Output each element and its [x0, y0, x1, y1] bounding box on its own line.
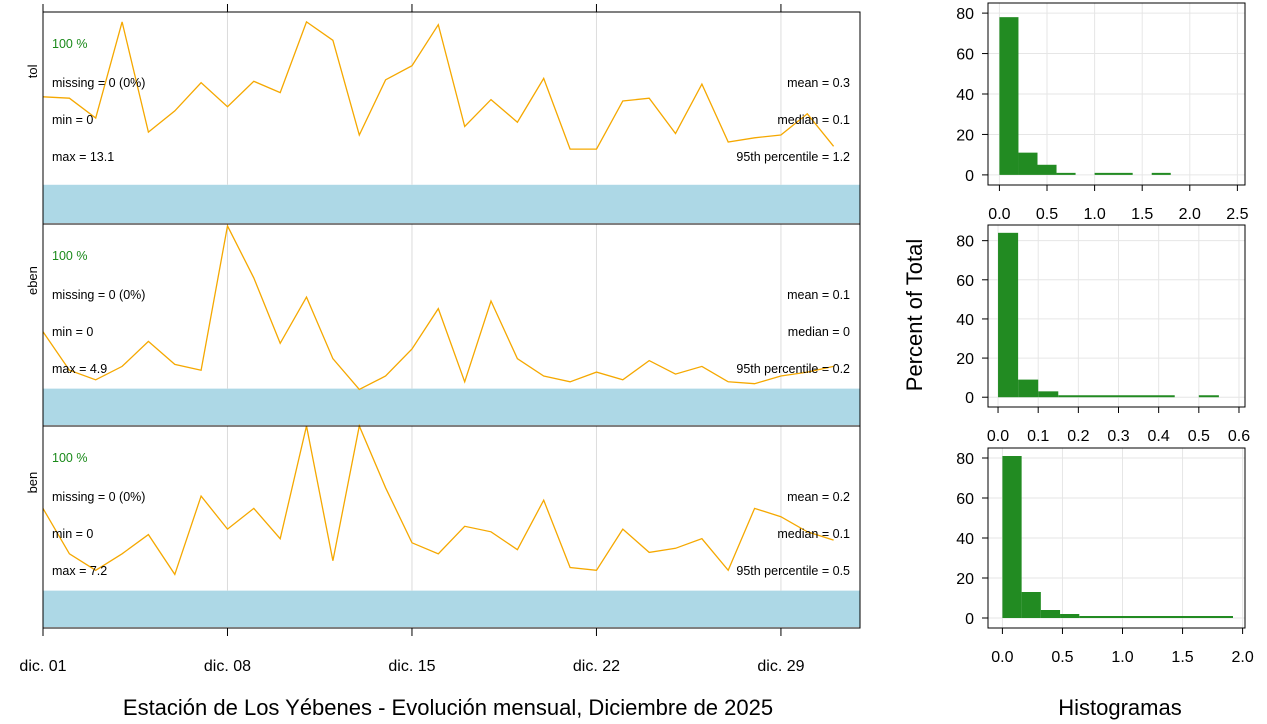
- time-series-area: tol 100 % missing = 0 (0%) min = 0 max = 13.…: [19, 4, 861, 675]
- ts-panel-tol: tol 100 % missing = 0 (0%) min = 0 max = 13.…: [25, 11, 861, 225]
- hist-bar: [1037, 164, 1057, 175]
- y-tick-label: 20: [956, 127, 974, 144]
- stat-right: mean = 0.1: [787, 288, 850, 302]
- stat-left: missing = 0 (0%): [52, 490, 145, 504]
- series-line-ben: [42, 423, 834, 576]
- panel-label-tol: tol: [25, 64, 40, 78]
- x-tick-label: 0.6: [1228, 428, 1250, 445]
- x-tick-label: dic. 15: [388, 658, 435, 675]
- x-tick-label: dic. 08: [204, 658, 251, 675]
- x-tick-label: 1.5: [1131, 206, 1153, 223]
- y-tick-label: 80: [956, 451, 974, 468]
- x-tick-label: dic. 29: [757, 658, 804, 675]
- x-tick-label: dic. 22: [573, 658, 620, 675]
- x-tick-label: 0.3: [1107, 428, 1129, 445]
- hist-bar: [1018, 379, 1039, 398]
- hist-panel-eben: 0 20 40 60 80 0.0 0.1 0.2 0.3 0.4 0.5 0.6: [956, 224, 1250, 445]
- hist-x-axis-title: Histogramas: [1058, 695, 1181, 720]
- hist-bar: [1018, 152, 1038, 175]
- stat-right: median = 0.1: [777, 113, 850, 127]
- x-tick-label: 0.5: [1036, 206, 1058, 223]
- x-tick-label: 1.0: [1111, 649, 1133, 666]
- ts-x-axis: dic. 01 dic. 08 dic. 15 dic. 22 dic. 29: [19, 4, 805, 675]
- capture-band: [43, 388, 860, 425]
- y-tick-label: 80: [956, 234, 974, 251]
- y-tick-label: 0: [965, 390, 974, 407]
- y-tick-label: 60: [956, 273, 974, 290]
- capture-band: [43, 184, 860, 223]
- hist-bar: [1060, 614, 1080, 618]
- hist-bar: [1021, 592, 1041, 618]
- x-tick-label: 0.2: [1067, 428, 1089, 445]
- capture-percent: 100 %: [52, 249, 87, 263]
- stat-left: min = 0: [52, 325, 93, 339]
- x-tick-label: 0.4: [1148, 428, 1170, 445]
- panel-frame: [987, 224, 1246, 408]
- hist-bar: [999, 17, 1019, 175]
- stat-left: max = 7.2: [52, 564, 107, 578]
- hist-y-axis-title: Percent of Total: [902, 239, 927, 391]
- series-line-eben: [42, 223, 834, 391]
- ts-panel-eben: eben 100 % missing = 0 (0%) min = 0 max = 4.…: [25, 223, 861, 427]
- panel-frame: [42, 425, 861, 629]
- hist-bar: [1040, 610, 1061, 618]
- y-tick-label: 40: [956, 312, 974, 329]
- stat-left: max = 4.9: [52, 362, 107, 376]
- y-tick-label: 60: [956, 491, 974, 508]
- x-tick-label: 0.5: [1188, 428, 1210, 445]
- y-tick-label: 60: [956, 47, 974, 64]
- stat-left: min = 0: [52, 527, 93, 541]
- x-tick-label: 0.0: [991, 649, 1013, 666]
- stat-right: median = 0: [788, 325, 850, 339]
- x-tick-label: 0.0: [987, 428, 1009, 445]
- stat-right: 95th percentile = 0.5: [736, 564, 850, 578]
- stat-left: max = 13.1: [52, 150, 114, 164]
- hist-bar: [1151, 172, 1171, 175]
- y-tick-label: 40: [956, 87, 974, 104]
- x-tick-label: 1.0: [1083, 206, 1105, 223]
- panel-label-eben: eben: [25, 266, 40, 295]
- capture-band: [43, 590, 860, 627]
- capture-percent: 100 %: [52, 37, 87, 51]
- hist-bar: [998, 232, 1019, 398]
- y-tick-label: 0: [965, 611, 974, 628]
- x-tick-label: 2.0: [1179, 206, 1201, 223]
- hist-bar: [1058, 395, 1175, 398]
- x-tick-label: 0.1: [1027, 428, 1049, 445]
- x-tick-label: 2.0: [1231, 649, 1253, 666]
- x-tick-label: 1.5: [1171, 649, 1193, 666]
- stat-left: missing = 0 (0%): [52, 76, 145, 90]
- stat-right: median = 0.1: [777, 527, 850, 541]
- hist-bar: [1198, 395, 1219, 398]
- stat-right: 95th percentile = 0.2: [736, 362, 850, 376]
- stat-right: mean = 0.2: [787, 490, 850, 504]
- ts-panel-ben: ben 100 % missing = 0 (0%) min = 0 max = 7.2…: [25, 423, 861, 629]
- hist-bar: [1079, 616, 1233, 618]
- x-tick-label: 0.0: [988, 206, 1010, 223]
- stat-right: 95th percentile = 1.2: [736, 150, 850, 164]
- y-tick-label: 40: [956, 531, 974, 548]
- y-tick-label: 80: [956, 6, 974, 23]
- x-tick-label: 0.5: [1051, 649, 1073, 666]
- x-tick-label: dic. 01: [19, 658, 66, 675]
- hist-bar: [1002, 456, 1022, 618]
- y-tick-label: 20: [956, 571, 974, 588]
- series-line-tol: [42, 20, 835, 150]
- y-tick-label: 20: [956, 351, 974, 368]
- x-tick-label: 2.5: [1226, 206, 1248, 223]
- y-tick-label: 0: [965, 168, 974, 185]
- panel-label-ben: ben: [25, 472, 40, 494]
- hist-panel-ben: 0 20 40 60 80 0.0 0.5 1.0 1.5 2.0: [956, 447, 1254, 666]
- stat-right: mean = 0.3: [787, 76, 850, 90]
- ts-x-axis-title: Estación de Los Yébenes - Evolución mens…: [123, 695, 773, 720]
- stat-left: min = 0: [52, 113, 93, 127]
- capture-percent: 100 %: [52, 451, 87, 465]
- hist-panel-tol: 0 20 40 60 80 0.0 0.5 1.0 1.5 2.0 2.5: [956, 2, 1249, 223]
- hist-bar: [1056, 172, 1076, 175]
- hist-bar: [1094, 172, 1133, 175]
- hist-bar: [1038, 391, 1059, 398]
- stat-left: missing = 0 (0%): [52, 288, 145, 302]
